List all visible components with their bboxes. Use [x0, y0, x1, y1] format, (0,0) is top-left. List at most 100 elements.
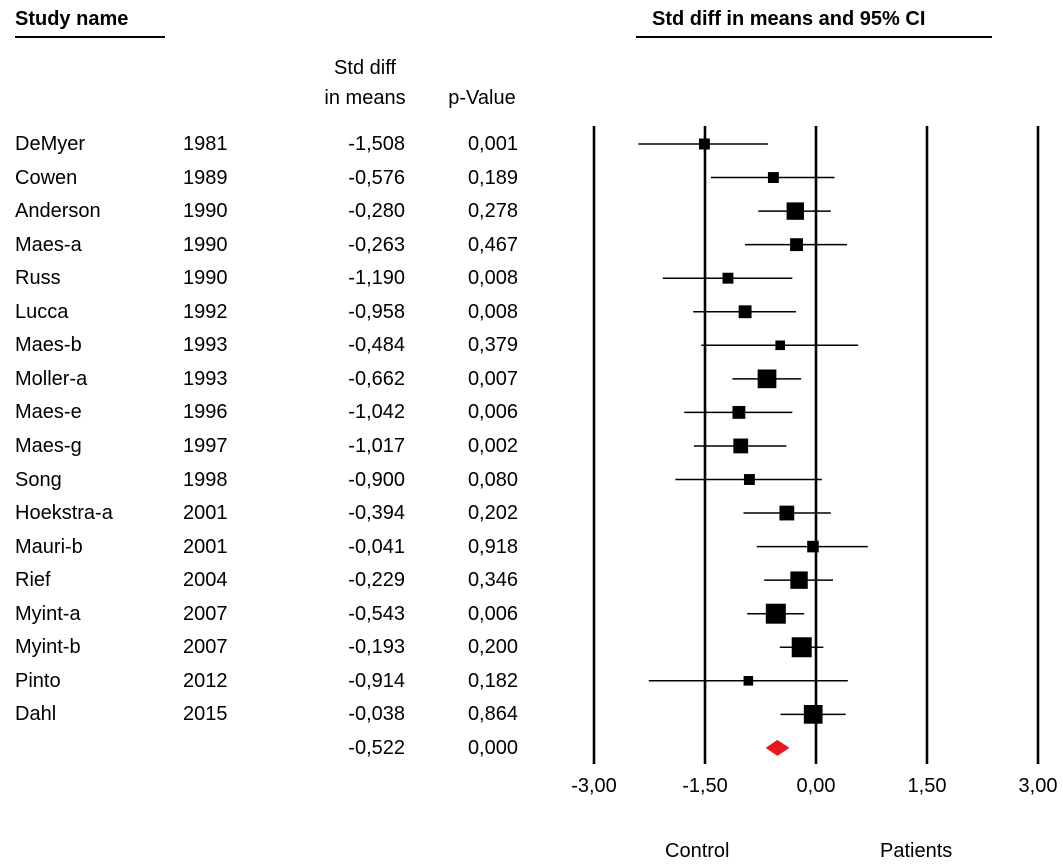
study-year-cell: 1996 — [183, 401, 228, 424]
study-year-cell: 2007 — [183, 602, 228, 625]
study-year-cell: 1997 — [183, 434, 228, 457]
study-name-cell: Maes-g — [15, 434, 82, 457]
control-label: Control — [665, 840, 730, 862]
effect-marker — [738, 305, 752, 319]
study-year-cell: 1989 — [183, 166, 228, 189]
study-smd-cell: -0,394 — [348, 502, 405, 525]
study-year-cell: 1990 — [183, 267, 228, 290]
study-smd-cell: -0,900 — [348, 468, 405, 491]
x-tick-label: 3,00 — [1019, 775, 1058, 797]
study-year-cell: 1998 — [183, 468, 228, 491]
study-name-cell: Maes-b — [15, 334, 82, 357]
study-smd-cell: -0,041 — [348, 535, 405, 558]
study-smd-cell: -0,484 — [348, 334, 405, 357]
study-pvalue-cell: 0,008 — [467, 300, 518, 323]
study-year-cell: 1990 — [183, 200, 228, 223]
patients-label: Patients — [880, 840, 953, 862]
smd-header-line2: in means — [324, 87, 406, 109]
study-pvalue-cell: 0,379 — [467, 334, 518, 357]
study-name-cell: Hoekstra-a — [15, 502, 113, 525]
study-year-cell: 1992 — [183, 300, 228, 323]
study-year-cell: 2004 — [183, 569, 228, 592]
x-tick-label: 1,50 — [908, 775, 947, 797]
study-smd-cell: -1,017 — [348, 434, 405, 457]
study-name-cell: Moller-a — [15, 367, 88, 390]
effect-marker — [743, 474, 755, 485]
study-pvalue-cell: 0,918 — [467, 535, 518, 558]
study-year-cell: 1981 — [183, 133, 228, 155]
pvalue-column-header: p-Value — [448, 87, 516, 109]
study-year-cell: 1993 — [183, 367, 228, 390]
study-pvalue-cell: 0,278 — [467, 200, 518, 223]
study-year-cell: 2012 — [183, 669, 228, 692]
x-tick-label: -3,00 — [571, 775, 617, 797]
study-year-cell: 2001 — [183, 535, 228, 558]
study-name-cell: Pinto — [15, 669, 61, 692]
x-tick-label: -1,50 — [682, 775, 728, 797]
study-pvalue-cell: 0,007 — [467, 367, 518, 390]
study-pvalue-cell: 0,202 — [467, 502, 518, 525]
summary-diamond — [765, 739, 790, 756]
study-name-underline — [15, 36, 165, 38]
study-name-cell: Myint-a — [15, 602, 81, 625]
summary-pvalue-cell: 0,000 — [467, 736, 518, 759]
plot-title-underline — [636, 36, 992, 38]
plot-title: Std diff in means and 95% CI — [652, 8, 926, 30]
effect-marker — [807, 540, 819, 553]
study-smd-cell: -0,038 — [348, 703, 405, 726]
effect-marker — [732, 405, 746, 419]
study-pvalue-cell: 0,002 — [467, 434, 518, 457]
study-pvalue-cell: 0,467 — [467, 233, 518, 256]
effect-marker — [803, 705, 823, 724]
effect-marker — [790, 571, 808, 589]
effect-marker — [779, 505, 795, 521]
study-smd-cell: -0,280 — [348, 200, 405, 223]
study-name-cell: Maes-e — [15, 401, 82, 424]
effect-marker — [733, 438, 749, 454]
effect-marker — [698, 138, 710, 150]
study-name-cell: Myint-b — [15, 636, 81, 659]
study-smd-cell: -0,543 — [348, 602, 405, 625]
study-pvalue-cell: 0,864 — [467, 703, 518, 726]
study-smd-cell: -0,229 — [348, 569, 405, 592]
study-name-cell: Maes-a — [15, 233, 82, 256]
study-smd-cell: -0,263 — [348, 233, 405, 256]
study-name-cell: Cowen — [15, 166, 78, 189]
study-smd-cell: -1,508 — [348, 133, 405, 155]
study-smd-cell: -0,914 — [348, 669, 405, 692]
study-smd-cell: -0,958 — [348, 300, 405, 323]
study-year-cell: 2015 — [183, 703, 228, 726]
study-name-cell: Lucca — [15, 300, 69, 323]
study-year-cell: 2001 — [183, 502, 228, 525]
effect-marker — [786, 202, 804, 220]
study-smd-cell: -1,190 — [348, 267, 405, 290]
study-name-cell: Russ — [15, 267, 61, 290]
effect-marker — [757, 369, 777, 389]
study-name-cell: Mauri-b — [15, 535, 83, 558]
smd-column-header: Std diff in means — [300, 56, 430, 110]
effect-marker — [743, 676, 754, 686]
study-pvalue-cell: 0,006 — [467, 401, 518, 424]
effect-marker — [775, 340, 785, 351]
study-name-cell: Dahl — [15, 703, 57, 726]
study-pvalue-cell: 0,006 — [467, 602, 518, 625]
study-smd-cell: -0,576 — [348, 166, 405, 189]
study-year-cell: 1993 — [183, 334, 228, 357]
effect-marker — [765, 603, 786, 624]
study-smd-cell: -0,662 — [348, 367, 405, 390]
effect-marker — [791, 637, 812, 658]
study-name-cell: Rief — [15, 569, 51, 592]
study-name-cell: Anderson — [15, 200, 101, 223]
smd-header-line1: Std diff — [334, 57, 396, 79]
effect-marker — [790, 238, 803, 252]
study-name-header: Study name — [15, 8, 129, 30]
study-pvalue-cell: 0,001 — [467, 133, 518, 155]
study-name-cell: Song — [15, 468, 62, 491]
study-pvalue-cell: 0,200 — [467, 636, 518, 659]
study-pvalue-cell: 0,346 — [467, 569, 518, 592]
study-smd-cell: -1,042 — [348, 401, 405, 424]
study-name-cell: DeMyer — [15, 133, 86, 155]
effect-marker — [767, 172, 779, 183]
study-year-cell: 2007 — [183, 636, 228, 659]
